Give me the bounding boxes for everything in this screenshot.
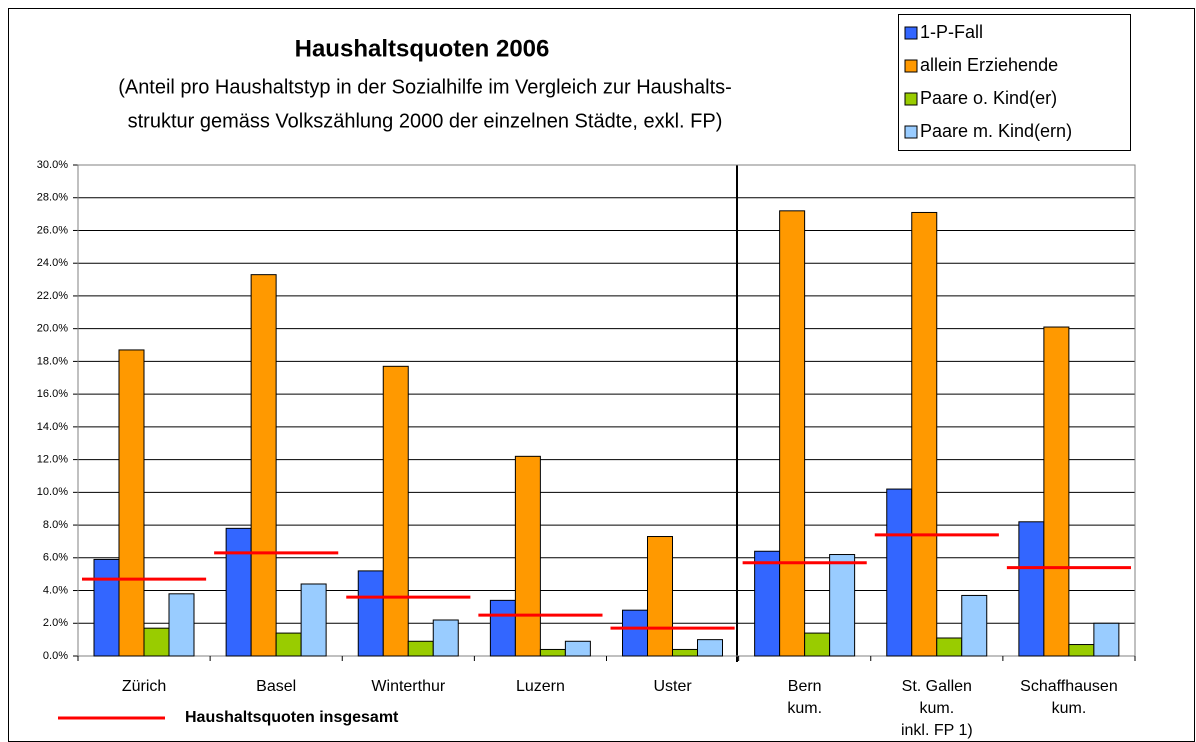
bar — [1018, 521, 1045, 657]
bar — [250, 274, 277, 657]
bar — [1043, 326, 1070, 657]
x-tick-label: Luzern — [516, 678, 565, 695]
legend-swatch — [904, 92, 918, 106]
bar — [672, 648, 698, 657]
y-tick-label: 20.0% — [37, 323, 68, 335]
bar — [225, 527, 252, 657]
y-tick-label: 10.0% — [37, 486, 68, 498]
bar — [93, 558, 120, 657]
y-tick-label: 30.0% — [37, 159, 68, 171]
bar — [622, 609, 648, 657]
legend-label: Paare m. Kind(ern) — [920, 121, 1072, 141]
bar — [539, 648, 566, 657]
legend-box — [898, 14, 1131, 151]
bar — [1068, 644, 1095, 657]
y-tick-label: 2.0% — [43, 617, 68, 629]
y-tick-label: 14.0% — [37, 421, 68, 433]
y-tick-label: 8.0% — [43, 519, 68, 531]
bar — [829, 554, 856, 657]
bar — [754, 550, 781, 657]
legend-label: allein Erziehende — [920, 55, 1058, 75]
y-tick-label: 6.0% — [43, 552, 68, 564]
bar — [407, 640, 434, 657]
x-tick-label: St. Gallen kum. inkl. FP 1) — [901, 678, 973, 739]
bar — [647, 536, 673, 657]
legend-label: Paare o. Kind(er) — [920, 88, 1057, 108]
bar — [143, 627, 170, 657]
legend-label: Haushaltsquoten insgesamt — [185, 709, 399, 726]
chart-title: Haushaltsquoten 2006 — [295, 35, 550, 62]
bar — [275, 632, 302, 657]
x-tick-label: Bern kum. — [787, 678, 822, 717]
bar — [118, 349, 145, 657]
x-tick-label: Zürich — [122, 678, 166, 695]
bar — [514, 455, 541, 657]
bar — [886, 488, 913, 657]
bar — [936, 637, 963, 657]
chart-subtitle: struktur gemäss Volkszählung 2000 der ei… — [128, 110, 723, 132]
legend-label: 1-P-Fall — [920, 22, 983, 42]
bar — [432, 619, 459, 657]
bar — [382, 365, 409, 657]
bar — [300, 583, 327, 657]
x-tick-label: Basel — [256, 678, 296, 695]
bar — [357, 570, 384, 657]
legend-swatch — [904, 125, 918, 139]
x-tick-label: Schaffhausen kum. — [1020, 678, 1118, 717]
y-tick-label: 12.0% — [37, 454, 68, 466]
chart-subtitle: (Anteil pro Haushaltstyp in der Sozialhi… — [118, 76, 732, 98]
bar — [697, 639, 723, 657]
bar — [961, 594, 988, 657]
bar — [804, 632, 831, 657]
bar — [489, 599, 516, 657]
legend-swatch — [904, 59, 918, 73]
y-tick-label: 18.0% — [37, 355, 68, 367]
y-tick-label: 24.0% — [37, 257, 68, 269]
bar — [911, 211, 938, 657]
y-tick-label: 26.0% — [37, 224, 68, 236]
bar — [564, 640, 591, 657]
bar — [779, 210, 806, 657]
y-tick-label: 0.0% — [43, 650, 68, 662]
x-tick-label: Uster — [653, 678, 692, 695]
bar — [1093, 622, 1120, 657]
y-tick-label: 16.0% — [37, 388, 68, 400]
x-tick-label: Winterthur — [371, 678, 445, 695]
y-tick-label: 28.0% — [37, 192, 68, 204]
bar — [168, 593, 195, 657]
legend-swatch — [904, 26, 918, 40]
y-tick-label: 22.0% — [37, 290, 68, 302]
y-tick-label: 4.0% — [43, 584, 68, 596]
